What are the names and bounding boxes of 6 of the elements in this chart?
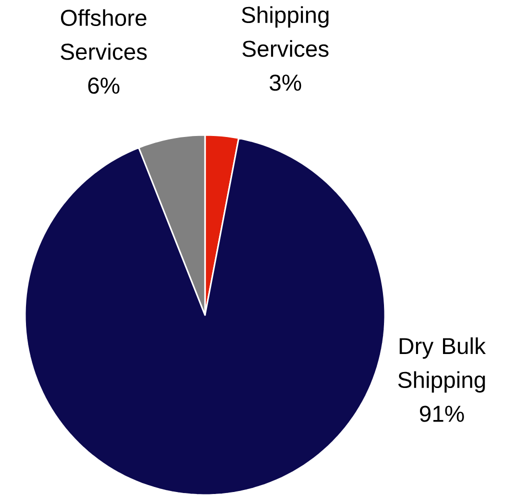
data-label: 3% bbox=[270, 74, 302, 91]
data-label: 91% bbox=[420, 406, 464, 422]
slice-label: Offshore Services bbox=[60, 9, 147, 60]
data-label: 6% bbox=[88, 78, 120, 94]
slice-label: Dry Bulk Shipping bbox=[398, 337, 486, 393]
slice-label: Shipping Services bbox=[242, 6, 328, 58]
